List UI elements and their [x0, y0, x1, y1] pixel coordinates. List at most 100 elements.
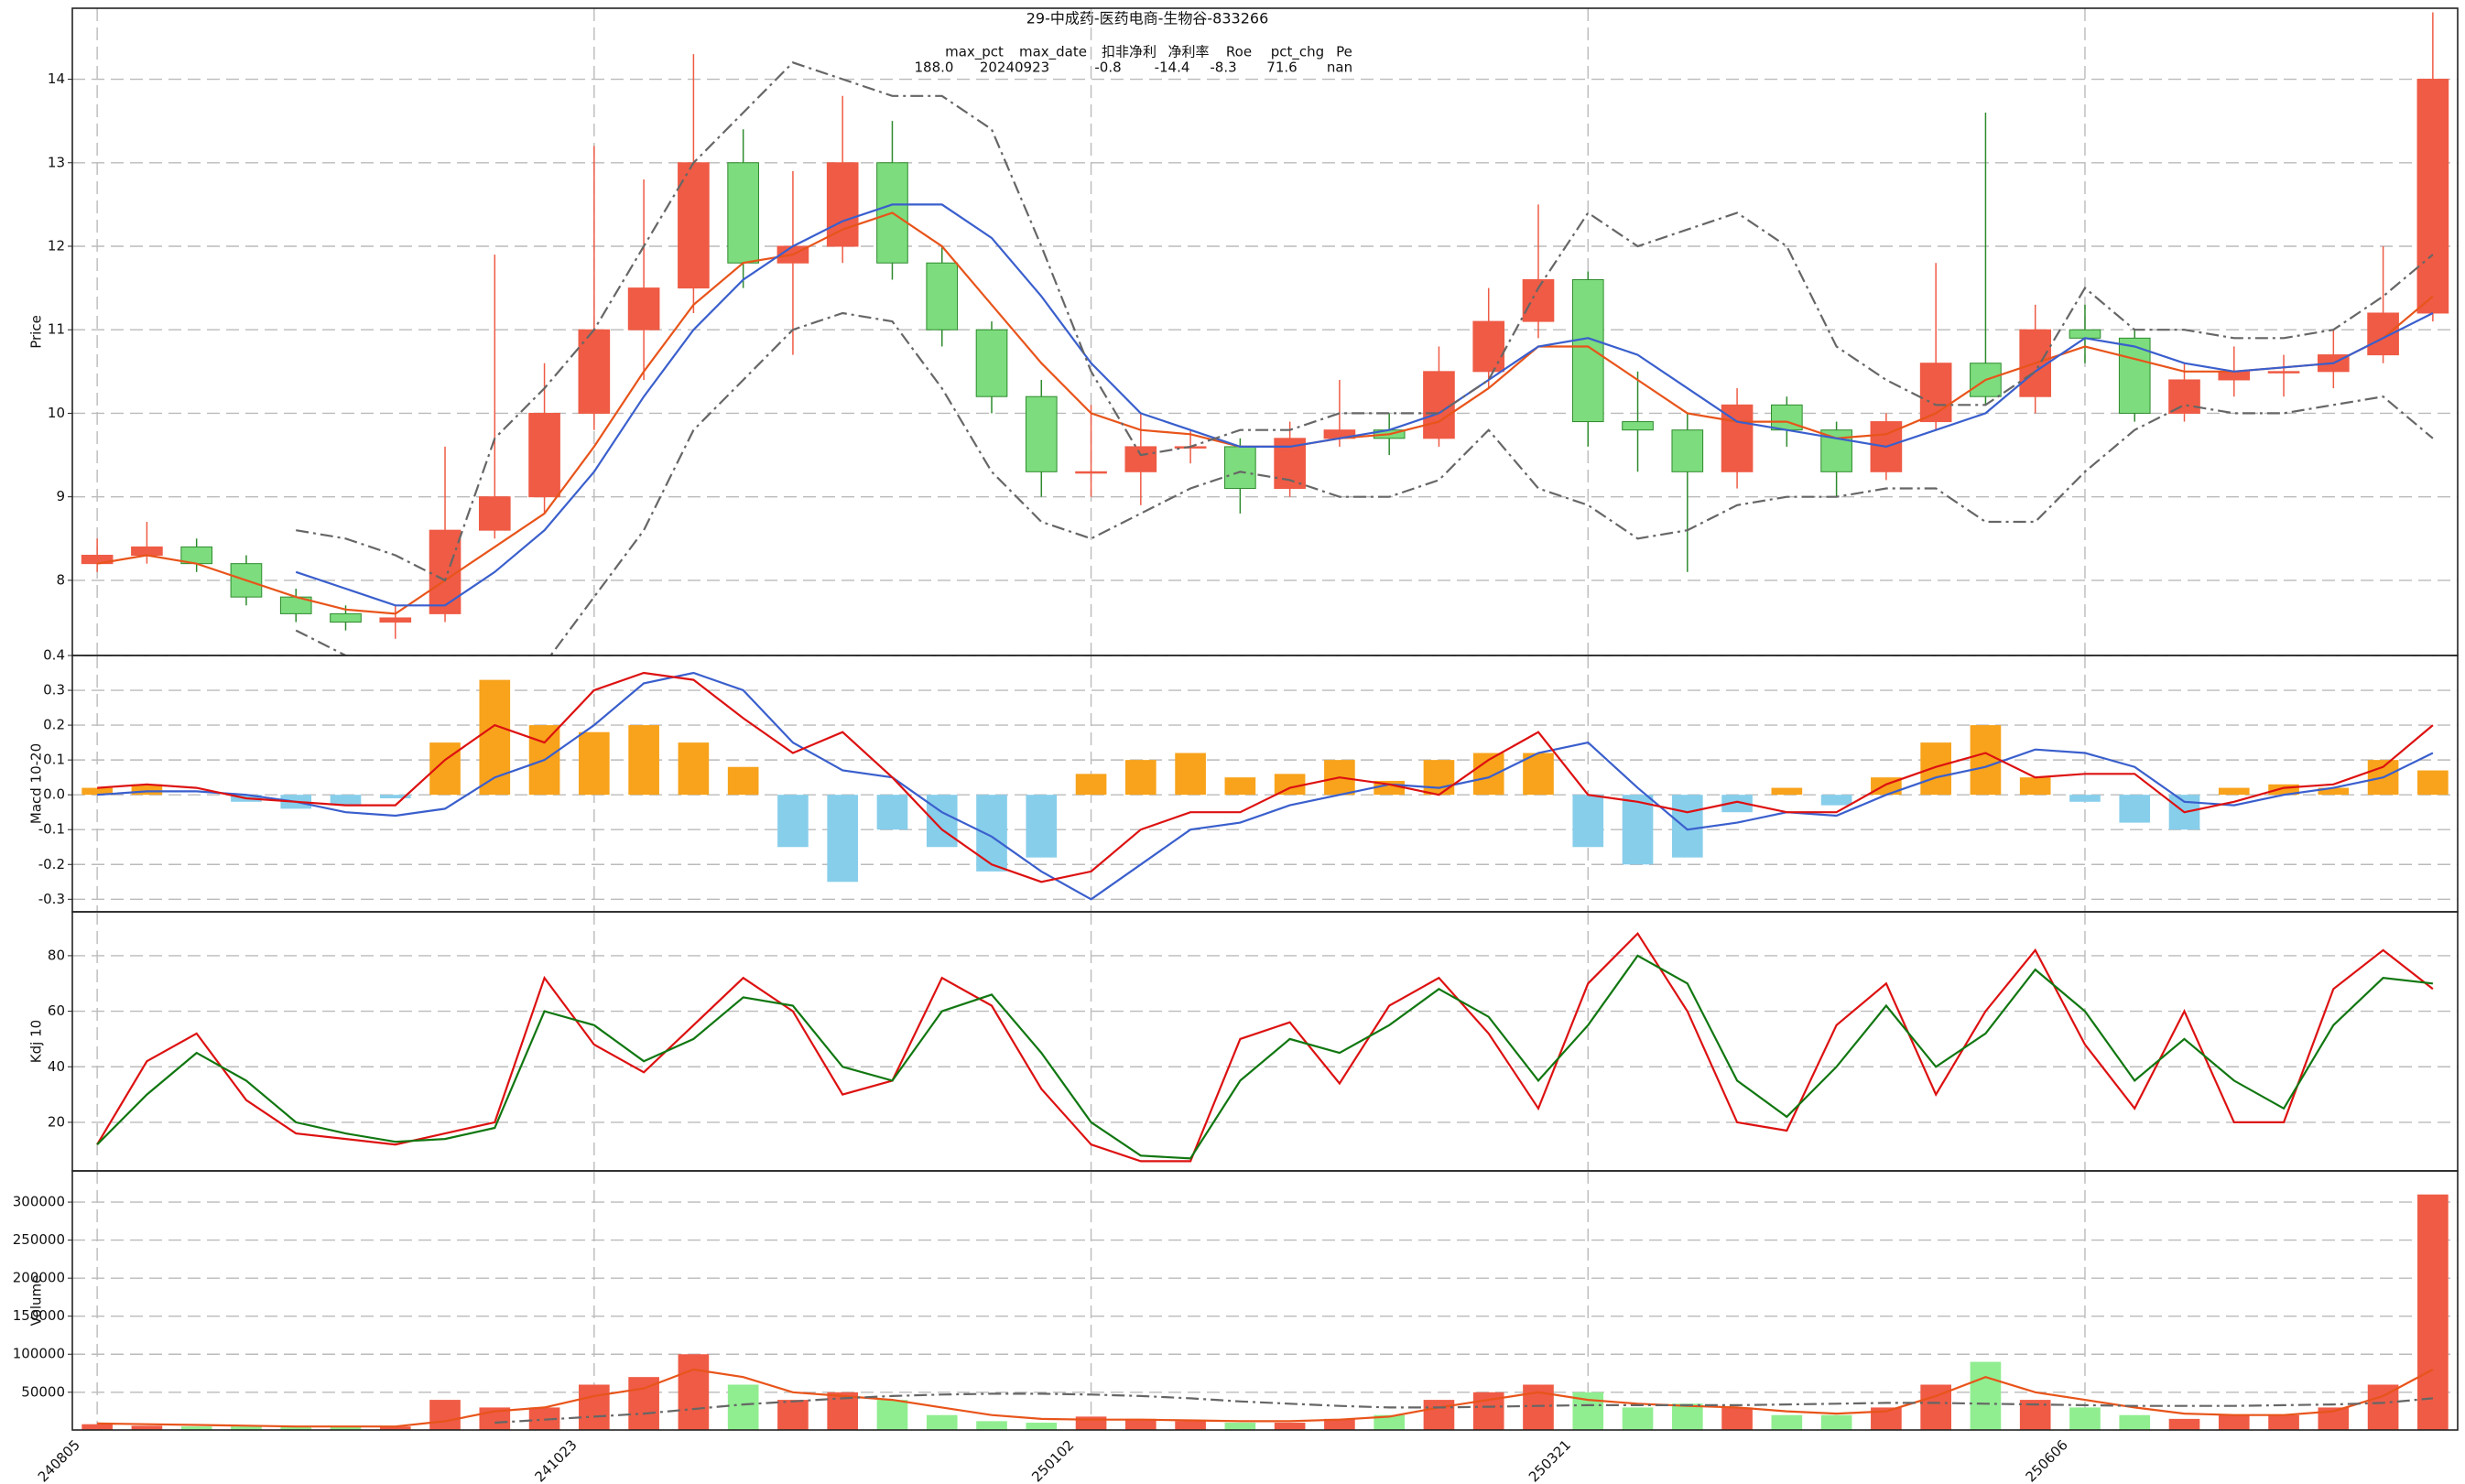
volume-bar — [2367, 1384, 2399, 1430]
volume-bar — [1274, 1423, 1306, 1430]
stats-value: 20240923 — [980, 60, 1049, 76]
candle-body — [1224, 446, 1256, 490]
series-line — [295, 203, 2434, 607]
candle-body — [1075, 471, 1107, 474]
candle-body — [2367, 312, 2399, 356]
macd-bar — [1175, 753, 1206, 796]
y-tick-label: 150000 — [13, 1307, 65, 1324]
macd-bar — [1970, 725, 2002, 796]
volume-bar — [180, 1426, 212, 1430]
volume-bar — [330, 1427, 362, 1430]
candle-body — [578, 329, 611, 414]
stats-value: -8.3 — [1210, 60, 1236, 76]
x-tick-label: 250321 — [1526, 1436, 1574, 1484]
volume-bar — [876, 1400, 908, 1430]
y-tick-label: 60 — [48, 1002, 65, 1019]
macd-bar — [678, 742, 710, 796]
candle-body — [2267, 371, 2300, 374]
y-axis-label: Kdj 10 — [28, 1020, 45, 1063]
y-tick-label: 0.3 — [43, 682, 65, 699]
candle-body — [478, 496, 511, 531]
volume-bar — [2268, 1414, 2299, 1430]
y-tick-label: -0.3 — [38, 891, 65, 907]
panel-frame — [71, 911, 2459, 1172]
macd-bar — [2019, 777, 2051, 796]
macd-bar — [2069, 795, 2101, 802]
macd-bar — [1523, 753, 1554, 796]
stats-header: 扣非净利 — [1102, 44, 1156, 60]
candle-body — [1622, 421, 1654, 431]
y-axis-label: Price — [28, 315, 45, 349]
stats-value: 188.0 — [915, 60, 954, 76]
volume-bar — [81, 1424, 113, 1430]
candle-body — [1472, 320, 1505, 373]
macd-bar — [1622, 795, 1654, 865]
candle-body — [2168, 379, 2200, 414]
candle-body — [1025, 395, 1058, 472]
macd-bar — [81, 787, 113, 796]
volume-bar — [579, 1384, 610, 1430]
stats-header: 净利率 — [1167, 44, 1209, 60]
series-line — [96, 954, 2434, 1160]
candle-body — [926, 262, 959, 330]
series-line — [96, 931, 2434, 1163]
candle-body — [727, 162, 759, 264]
volume-bar — [1026, 1423, 1058, 1430]
y-tick-label: 80 — [48, 947, 65, 963]
y-tick-label: 100000 — [13, 1346, 65, 1362]
series-line — [97, 671, 2434, 883]
volume-bar — [379, 1426, 411, 1430]
volume-bar — [727, 1384, 759, 1430]
volume-bar — [628, 1377, 659, 1430]
macd-bar — [1274, 774, 1306, 796]
macd-bar — [2268, 784, 2299, 796]
candle-body — [429, 529, 462, 614]
volume-bar — [1820, 1414, 1852, 1430]
candle-body — [1721, 404, 1754, 472]
y-tick-label: -0.1 — [38, 821, 65, 838]
y-axis-label: Macd 10-20 — [28, 743, 45, 824]
macd-bar — [1721, 795, 1753, 813]
volume-bar — [1671, 1403, 1703, 1430]
stats-value: nan — [1327, 60, 1352, 76]
macd-bar — [2417, 770, 2449, 796]
panel-frame — [71, 1170, 2459, 1431]
y-tick-label: 9 — [56, 488, 65, 504]
macd-bar — [479, 679, 511, 796]
macd-bar — [579, 731, 610, 796]
y-tick-label: 300000 — [13, 1194, 65, 1210]
y-tick-label: 250000 — [13, 1231, 65, 1248]
volume-bar — [2119, 1414, 2151, 1430]
macd-bar — [1124, 760, 1156, 796]
volume-bar — [678, 1354, 710, 1430]
candle-body — [1571, 278, 1604, 423]
x-tick-label: 241023 — [531, 1436, 580, 1484]
candle-body — [528, 412, 560, 498]
volume-bar — [280, 1427, 312, 1430]
macd-bar — [1026, 795, 1058, 858]
macd-bar — [131, 784, 163, 796]
volume-bar — [2417, 1194, 2449, 1430]
y-tick-label: 20 — [48, 1113, 65, 1130]
macd-bar — [727, 766, 759, 796]
volume-bar — [1771, 1414, 1803, 1430]
stats-header: Roe — [1226, 44, 1252, 60]
volume-bar — [1374, 1414, 1406, 1430]
stats-value: -14.4 — [1155, 60, 1190, 76]
stats-value: 71.6 — [1266, 60, 1297, 76]
candle-body — [1671, 429, 1704, 472]
x-tick-label: 240805 — [35, 1436, 83, 1484]
macd-bar — [976, 795, 1007, 872]
y-tick-label: 0.1 — [43, 752, 65, 768]
stats-header: Pe — [1336, 44, 1352, 60]
macd-bar — [2218, 787, 2250, 796]
series-line — [97, 1368, 2434, 1428]
volume-bar — [2069, 1407, 2101, 1430]
candle-body — [2218, 371, 2251, 381]
volume-bar — [1124, 1418, 1156, 1430]
series-line — [295, 311, 2434, 655]
y-tick-label: 10 — [48, 405, 65, 421]
y-axis-label: Volume — [28, 1275, 45, 1327]
volume-bar — [429, 1400, 461, 1430]
